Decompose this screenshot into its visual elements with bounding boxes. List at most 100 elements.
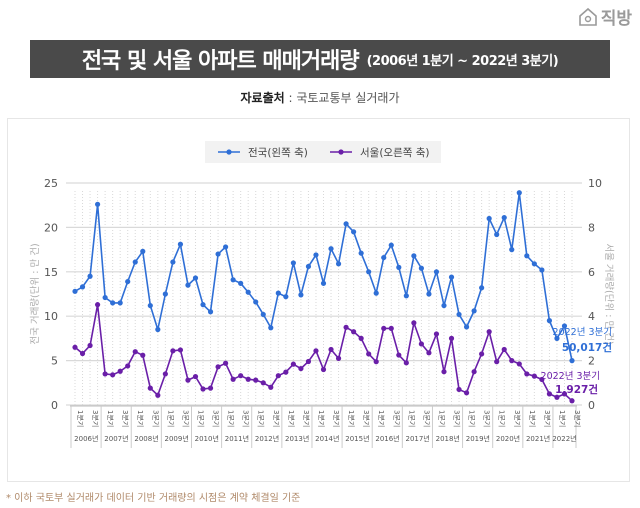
chart-panel — [7, 118, 630, 482]
national-point — [155, 326, 161, 333]
quarter-tick-label: 1분기 — [287, 410, 296, 427]
year-label: 2014년 — [315, 434, 339, 443]
year-label: 2009년 — [165, 434, 189, 443]
seoul-point — [561, 391, 568, 397]
seoul-point — [147, 385, 153, 391]
quarter-tick-label: 3분기 — [362, 410, 371, 427]
quarter-tick-label: 3분기 — [543, 410, 552, 427]
national-point — [441, 302, 447, 309]
national-point — [140, 248, 146, 254]
seoul-point — [185, 377, 191, 383]
national-point — [471, 308, 477, 314]
national-point — [230, 277, 236, 283]
right-axis-tick-label: 8 — [588, 221, 595, 234]
national-point — [373, 290, 379, 296]
zigbang-logo: 직방 — [578, 4, 632, 29]
seoul-point — [486, 329, 492, 335]
seoul-point — [471, 369, 477, 375]
seoul-point — [351, 329, 357, 335]
national-point — [110, 300, 116, 306]
national-point — [569, 358, 575, 364]
seoul-point — [509, 358, 515, 364]
seoul-point — [102, 371, 108, 377]
quarter-tick-label: 1분기 — [407, 410, 416, 427]
chart-period: (2006년 1분기 ~ 2022년 3분기) — [366, 53, 559, 69]
left-axis-tick-label: 25 — [44, 177, 58, 190]
title-banner: 전국 및 서울 아파트 매매거래량 (2006년 1분기 ~ 2022년 3분기… — [30, 40, 610, 78]
national-point — [463, 324, 470, 330]
national-point — [524, 253, 530, 259]
year-label: 2013년 — [285, 434, 309, 443]
national-point — [546, 318, 553, 324]
seoul-point — [418, 341, 424, 347]
quarter-tick-label: 3분기 — [151, 410, 160, 427]
quarter-tick-label: 1분기 — [166, 410, 175, 427]
seoul-point — [554, 394, 560, 400]
national-point — [411, 253, 417, 259]
source-line: 자료출처 : 국토교통부 실거래가 — [0, 89, 640, 106]
national-point — [531, 261, 537, 267]
seoul-point — [343, 324, 349, 330]
annotation-leader — [574, 356, 580, 359]
national-point — [72, 288, 78, 294]
seoul-point — [546, 391, 553, 397]
seoul-point — [207, 385, 214, 391]
national-point — [177, 241, 184, 247]
seoul-point — [358, 335, 364, 341]
national-point — [162, 291, 168, 297]
legend-box — [205, 141, 441, 163]
national-point — [335, 261, 342, 267]
national-point — [298, 292, 304, 298]
seoul-point — [501, 346, 507, 353]
right-axis-tick-label: 0 — [588, 399, 595, 412]
national-point — [283, 294, 289, 300]
national-point — [238, 280, 244, 286]
seoul-point — [132, 349, 138, 355]
year-label: 2008년 — [134, 434, 158, 443]
seoul-point — [524, 371, 530, 377]
national-point — [516, 190, 522, 196]
quarter-tick-label: 3분기 — [332, 410, 341, 427]
quarter-tick-label: 3분기 — [392, 410, 401, 427]
legend-swatch-marker — [226, 149, 232, 155]
seoul-point — [79, 350, 86, 357]
year-label: 2006년 — [74, 434, 98, 443]
national-point — [245, 289, 251, 295]
national-point — [192, 275, 199, 281]
seoul-point — [94, 302, 101, 308]
seoul-point — [516, 361, 522, 367]
quarter-tick-label: 1분기 — [468, 410, 477, 427]
seoul-point — [230, 376, 236, 382]
seoul-point — [155, 392, 161, 398]
seoul-point — [426, 350, 432, 356]
seoul-point — [268, 384, 274, 390]
left-axis-tick-label: 5 — [51, 355, 58, 368]
seoul-point — [448, 335, 455, 341]
national-point — [170, 259, 176, 265]
national-point — [223, 244, 229, 250]
seoul-point — [569, 398, 575, 404]
seoul-point — [313, 348, 319, 354]
seoul-point — [305, 358, 312, 365]
national-point — [448, 274, 455, 280]
right-axis-tick-label: 2 — [588, 355, 595, 368]
seoul-point — [366, 351, 372, 357]
seoul-point — [463, 390, 470, 396]
quarter-tick-label: 1분기 — [317, 410, 326, 427]
left-axis-title: 전국 거래량(단위 : 만 건) — [29, 243, 41, 344]
seoul-point — [441, 369, 447, 375]
year-label: 2021년 — [526, 434, 550, 443]
seoul-point — [215, 364, 221, 370]
quarter-tick-label: 3분기 — [483, 410, 492, 427]
seoul-point — [388, 325, 394, 332]
right-axis-tick-label: 10 — [588, 177, 602, 190]
seoul-point — [177, 347, 184, 353]
seoul-point — [479, 351, 485, 357]
seoul-point — [290, 361, 296, 367]
national-point — [102, 294, 108, 301]
chart-title: 전국 및 서울 아파트 매매거래량 — [81, 49, 360, 74]
national-point — [253, 299, 259, 305]
seoul-point — [320, 366, 327, 373]
seoul-point — [403, 360, 409, 366]
logo-text: 직방 — [600, 9, 632, 29]
